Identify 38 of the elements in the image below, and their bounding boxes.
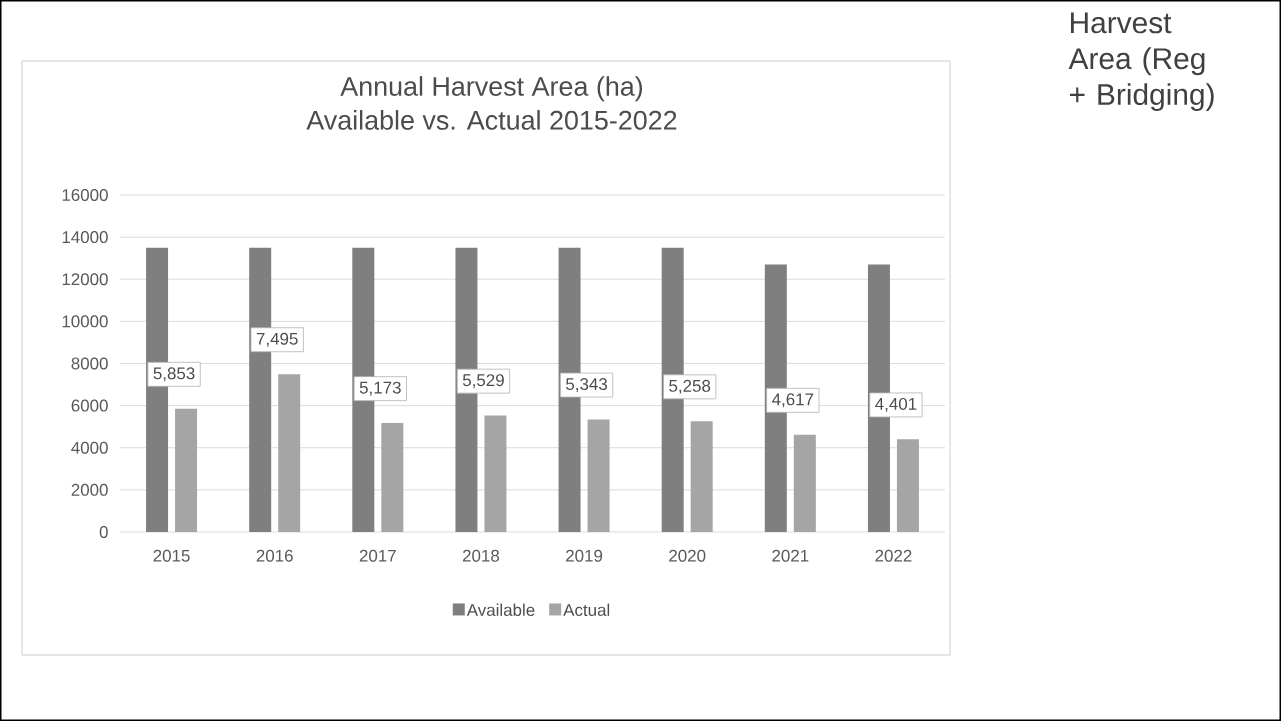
bar xyxy=(793,434,816,532)
y-tick-label: 8000 xyxy=(71,357,108,370)
y-tick-label: 4000 xyxy=(71,441,108,454)
y-tick-label: 6000 xyxy=(71,399,108,412)
x-tick-label: 2015 xyxy=(153,549,190,562)
legend-label: Available xyxy=(466,603,535,617)
y-tick-label: 0 xyxy=(99,526,108,538)
data-label: 5,343 xyxy=(566,378,608,393)
bar xyxy=(484,415,507,532)
data-label: 4,401 xyxy=(875,397,917,412)
data-label: 4,617 xyxy=(772,393,814,408)
data-label: 7,495 xyxy=(256,332,298,347)
x-tick-label: 2017 xyxy=(359,549,396,562)
bar xyxy=(278,374,301,532)
x-tick-label: 2022 xyxy=(875,549,912,562)
data-label: 5,529 xyxy=(462,374,504,389)
y-tick-label: 16000 xyxy=(62,189,108,201)
chart-subtitle: Available vs. Actual 2015-2022 xyxy=(306,110,677,130)
y-tick-label: 10000 xyxy=(62,315,108,328)
bar xyxy=(896,439,919,532)
data-label: 5,258 xyxy=(669,379,711,394)
data-label: 5,173 xyxy=(359,381,401,396)
legend-label: Actual xyxy=(563,603,610,617)
bar xyxy=(381,423,404,532)
bar xyxy=(690,421,713,532)
data-label: 5,853 xyxy=(153,367,195,382)
x-tick-label: 2021 xyxy=(772,549,809,562)
x-tick-label: 2019 xyxy=(566,549,603,562)
y-tick-label: 12000 xyxy=(62,273,108,286)
bar xyxy=(587,419,610,532)
x-tick-label: 2020 xyxy=(669,549,706,562)
y-tick-label: 2000 xyxy=(71,483,108,496)
chart-title: Annual Harvest Area (ha) xyxy=(340,76,643,102)
y-tick-label: 14000 xyxy=(62,231,108,244)
text: Harvest Area (Reg + Bridging) xyxy=(1068,12,1214,112)
bar xyxy=(175,408,198,532)
x-tick-label: 2018 xyxy=(462,549,500,562)
x-tick-label: 2016 xyxy=(256,549,293,562)
